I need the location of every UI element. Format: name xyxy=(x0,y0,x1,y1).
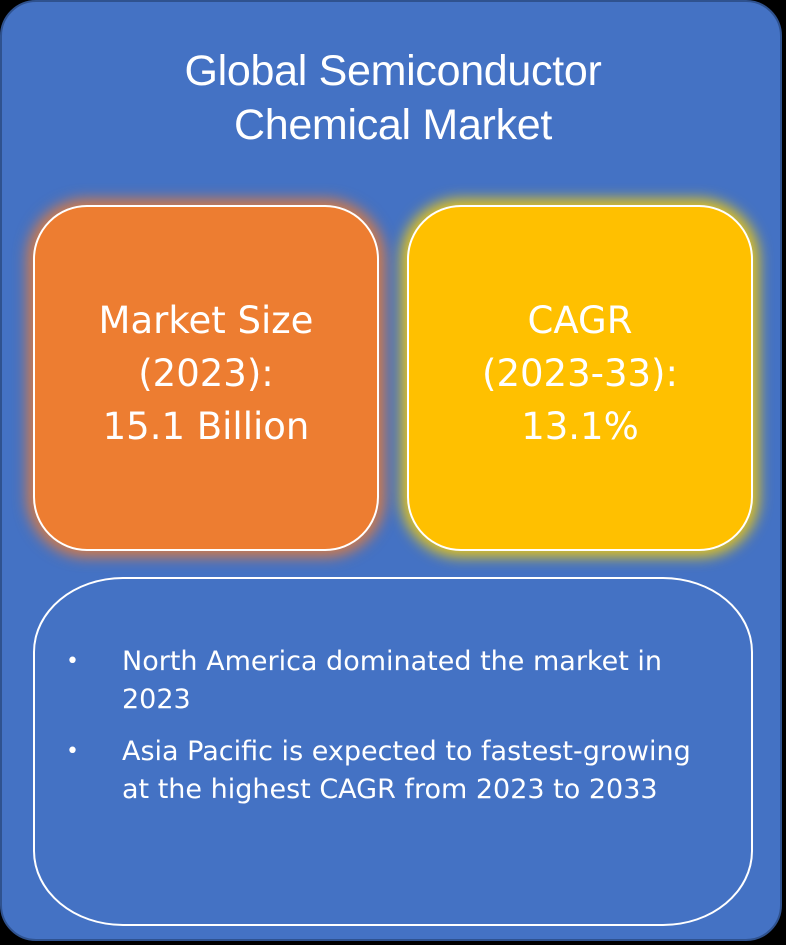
bullet-marker: • xyxy=(66,649,79,674)
cagr-text: CAGR (2023-33): 13.1% xyxy=(482,294,678,463)
market-size-text: Market Size (2023): 15.1 Billion xyxy=(99,294,314,463)
market-size-card: Market Size (2023): 15.1 Billion xyxy=(33,205,379,551)
cagr-value: 13.1% xyxy=(521,404,639,448)
bullet-text: Asia Pacific is expected to fastest-grow… xyxy=(122,736,691,805)
cagr-label: CAGR xyxy=(527,298,633,342)
highlights-oval xyxy=(33,577,753,926)
infographic-title: Global Semiconductor Chemical Market xyxy=(2,44,784,152)
title-line-2: Chemical Market xyxy=(233,101,553,149)
highlights-list: • North America dominated the market in … xyxy=(54,643,694,823)
cagr-period: (2023-33): xyxy=(482,351,678,395)
bullet-marker: • xyxy=(66,739,79,764)
market-size-year: (2023): xyxy=(138,351,274,395)
title-line-1: Global Semiconductor xyxy=(184,47,602,95)
list-item: • North America dominated the market in … xyxy=(54,643,694,719)
list-item: • Asia Pacific is expected to fastest-gr… xyxy=(54,733,694,809)
bullet-text: North America dominated the market in 20… xyxy=(122,646,662,715)
cagr-card: CAGR (2023-33): 13.1% xyxy=(407,205,753,551)
market-size-value: 15.1 Billion xyxy=(102,404,310,448)
market-size-label: Market Size xyxy=(98,298,314,342)
